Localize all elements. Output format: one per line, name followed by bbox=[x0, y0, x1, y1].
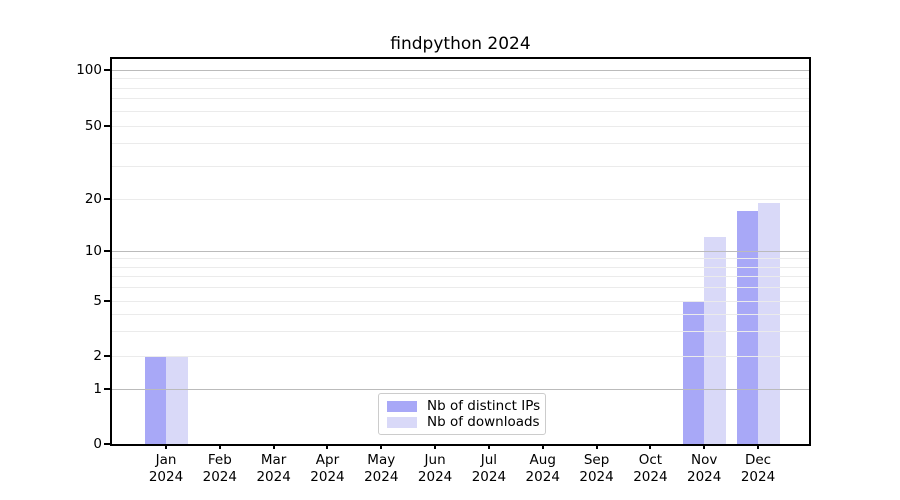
gridline-minor bbox=[112, 276, 809, 278]
x-tick-label-dec: Dec 2024 bbox=[726, 452, 790, 485]
bar-dec-distinct-ips bbox=[736, 211, 759, 444]
gridline-minor bbox=[112, 166, 809, 168]
y-tick-mark bbox=[104, 443, 111, 445]
x-tick-mark bbox=[595, 444, 598, 449]
bar-nov-distinct-ips bbox=[682, 301, 705, 444]
x-tick-mark bbox=[165, 444, 167, 449]
y-tick-mark bbox=[104, 300, 111, 302]
legend-label-downloads: Nb of downloads bbox=[427, 414, 540, 430]
y-tick-mark bbox=[104, 198, 111, 200]
gridline-major bbox=[112, 69, 809, 71]
gridline-minor bbox=[112, 313, 809, 315]
legend-label-distinct-ips: Nb of distinct IPs bbox=[427, 398, 541, 414]
x-tick-year: 2024 bbox=[687, 468, 722, 485]
gridline-minor bbox=[112, 355, 809, 357]
gridline-minor bbox=[112, 198, 809, 200]
x-tick-month: Oct bbox=[638, 452, 663, 468]
gridline-minor bbox=[112, 125, 809, 127]
bar-jan-downloads bbox=[166, 356, 188, 444]
y-tick-label: 2 bbox=[93, 348, 102, 364]
x-tick-label-aug: Aug 2024 bbox=[511, 452, 575, 485]
x-tick-month: May bbox=[367, 452, 396, 468]
bar-jan-distinct-ips bbox=[144, 356, 166, 444]
y-tick-mark bbox=[104, 69, 111, 71]
x-tick-label-apr: Apr 2024 bbox=[295, 452, 359, 485]
x-tick-year: 2024 bbox=[310, 468, 345, 485]
x-tick-mark bbox=[272, 444, 275, 449]
x-tick-mark bbox=[380, 444, 383, 449]
x-tick-mark bbox=[649, 444, 652, 449]
plot-area bbox=[112, 59, 809, 444]
legend-swatch-downloads bbox=[387, 416, 417, 428]
legend: Nb of distinct IPs Nb of downloads bbox=[378, 393, 546, 435]
gridline-minor bbox=[112, 258, 809, 260]
x-tick-mark bbox=[757, 444, 760, 449]
legend-item-downloads: Nb of downloads bbox=[387, 414, 540, 430]
x-tick-mark bbox=[326, 444, 329, 449]
x-tick-mark bbox=[487, 444, 490, 449]
gridline-minor bbox=[112, 143, 809, 145]
x-tick-month: Apr bbox=[315, 452, 340, 468]
x-tick-label-nov: Nov 2024 bbox=[672, 452, 736, 485]
y-tick-label: 20 bbox=[84, 191, 102, 207]
y-tick-mark bbox=[104, 250, 111, 252]
x-tick-month: Jul bbox=[480, 452, 498, 468]
x-tick-month: Aug bbox=[529, 452, 556, 468]
x-tick-label-jan: Jan 2024 bbox=[134, 452, 198, 485]
x-tick-label-mar: Mar 2024 bbox=[242, 452, 306, 485]
x-tick-label-sep: Sep 2024 bbox=[565, 452, 629, 485]
x-tick-month: Jan bbox=[155, 452, 177, 468]
gridline-minor bbox=[112, 78, 809, 79]
y-tick-label: 0 bbox=[93, 436, 102, 452]
y-tick-mark bbox=[104, 388, 111, 390]
gridline-major bbox=[112, 250, 809, 252]
x-tick-mark bbox=[434, 444, 437, 449]
x-tick-month: Mar bbox=[260, 452, 287, 468]
bar-nov-downloads bbox=[704, 237, 726, 444]
gridline-minor bbox=[112, 300, 809, 302]
x-tick-label-may: May 2024 bbox=[349, 452, 413, 485]
x-tick-year: 2024 bbox=[579, 468, 614, 485]
x-tick-month: Nov bbox=[691, 452, 718, 468]
x-tick-month: Dec bbox=[744, 452, 772, 468]
x-tick-year: 2024 bbox=[202, 468, 237, 485]
legend-item-distinct-ips: Nb of distinct IPs bbox=[387, 398, 541, 414]
x-tick-year: 2024 bbox=[364, 468, 399, 485]
x-tick-mark bbox=[541, 444, 544, 449]
chart-title: findpython 2024 bbox=[390, 34, 531, 54]
x-tick-year: 2024 bbox=[740, 468, 776, 485]
x-tick-year: 2024 bbox=[417, 468, 453, 485]
x-tick-year: 2024 bbox=[525, 468, 560, 485]
x-tick-year: 2024 bbox=[148, 468, 184, 485]
x-tick-label-feb: Feb 2024 bbox=[188, 452, 252, 485]
y-tick-label: 5 bbox=[93, 293, 102, 309]
x-tick-label-jun: Jun 2024 bbox=[403, 452, 467, 485]
gridline-minor bbox=[112, 287, 809, 289]
y-tick-label: 10 bbox=[84, 243, 102, 259]
x-tick-mark bbox=[218, 444, 221, 449]
x-tick-label-jul: Jul 2024 bbox=[457, 452, 521, 485]
gridline-minor bbox=[112, 98, 809, 100]
gridline-minor bbox=[112, 266, 809, 268]
y-tick-mark bbox=[104, 355, 111, 357]
y-tick-label: 1 bbox=[93, 381, 102, 397]
gridline-minor bbox=[112, 110, 809, 112]
x-tick-month: Feb bbox=[207, 452, 232, 468]
y-tick-label: 50 bbox=[84, 118, 102, 134]
y-tick-mark bbox=[104, 125, 111, 127]
x-tick-year: 2024 bbox=[256, 468, 291, 485]
gridline-minor bbox=[112, 87, 809, 89]
bar-dec-downloads bbox=[758, 202, 780, 444]
x-tick-year: 2024 bbox=[633, 468, 668, 485]
x-tick-mark bbox=[703, 444, 706, 449]
gridline-minor bbox=[112, 331, 809, 333]
x-tick-month: Jun bbox=[424, 452, 446, 468]
x-tick-month: Sep bbox=[583, 452, 610, 468]
gridline-major bbox=[112, 388, 809, 390]
y-tick-label: 100 bbox=[76, 62, 102, 78]
x-tick-label-oct: Oct 2024 bbox=[618, 452, 682, 485]
legend-swatch-distinct-ips bbox=[387, 400, 417, 412]
x-tick-year: 2024 bbox=[471, 468, 507, 485]
